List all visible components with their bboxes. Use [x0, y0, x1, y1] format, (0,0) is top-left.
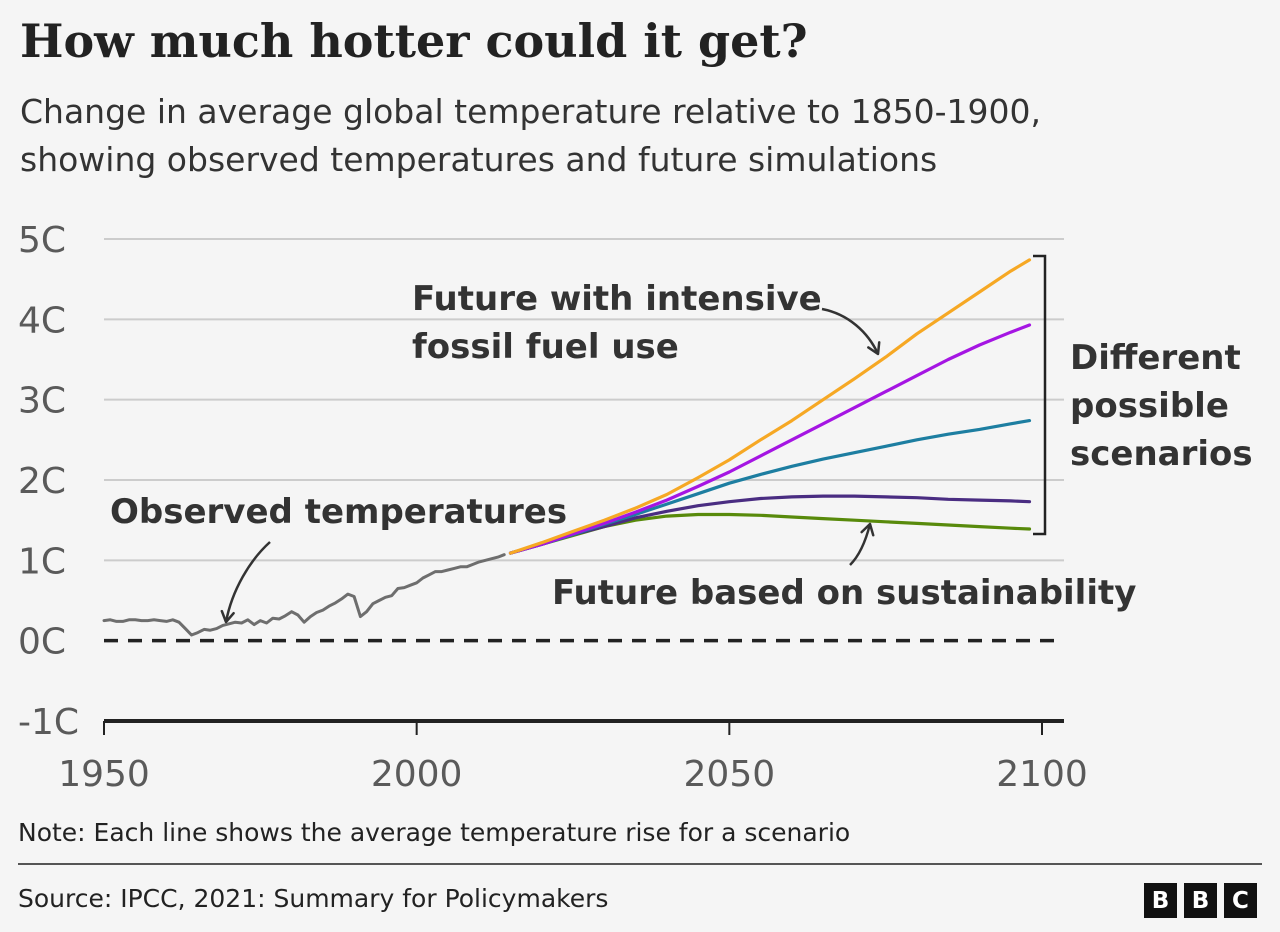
series-line-low	[508, 494, 1032, 555]
label-intensive-fossil-fuel-line: fossil fuel use	[412, 327, 679, 367]
temperature-chart: -1C 0C 1C 2C 3C 4C 5C 1950 2000 2050 2100 Observed…	[18, 220, 1253, 795]
y-tick-label: 5C	[18, 220, 66, 261]
label-observed-temperatures: Observed temperatures	[110, 492, 567, 532]
series-line-intermediate	[508, 419, 1032, 555]
bbc-logo-letter-2: B	[1184, 883, 1217, 918]
bbc-logo: B B C	[1144, 883, 1257, 918]
y-tick-label: 4C	[18, 300, 66, 341]
x-tick-label: 2000	[371, 754, 463, 795]
y-tick-label: 0C	[18, 622, 66, 663]
subtitle-line-2: showing observed temperatures and future…	[20, 140, 938, 179]
arrow-sustainability-curve	[849, 523, 872, 566]
series-line-high	[508, 323, 1032, 555]
bbc-logo-letter-1: B	[1144, 883, 1177, 918]
arrow-intensive-curve	[821, 307, 880, 355]
series-line-intensive-fossil	[508, 258, 1032, 555]
x-tick-label: 2050	[684, 754, 776, 795]
series-line-observed	[102, 553, 506, 637]
x-tick-label: 2100	[996, 754, 1088, 795]
arrow-sustainability-head	[860, 522, 875, 537]
y-tick-label: 3C	[18, 381, 66, 422]
series-lines	[102, 258, 1032, 637]
arrow-observed-curve	[224, 541, 271, 623]
axes: -1C 0C 1C 2C 3C 4C 5C 1950 2000 2050 2100	[18, 220, 1088, 795]
footer-divider	[18, 863, 1262, 865]
arrow-observed-head	[220, 609, 235, 624]
y-tick-label: 2C	[18, 461, 66, 502]
scenarios-bracket	[1033, 254, 1047, 536]
label-different-scenarios-line: Different	[1070, 338, 1241, 378]
label-different-scenarios: Different possible scenarios	[1070, 338, 1253, 474]
label-observed-temperatures-line: Observed temperatures	[110, 492, 567, 532]
chart-title: How much hotter could it get?	[20, 14, 808, 68]
grid-lines	[104, 238, 1064, 562]
source-text: Source: IPCC, 2021: Summary for Policyma…	[18, 884, 609, 913]
label-different-scenarios-line: possible	[1070, 386, 1229, 426]
label-sustainability-line: Future based on sustainability	[552, 573, 1136, 613]
label-intensive-fossil-fuel-line: Future with intensive	[412, 279, 822, 319]
label-intensive-fossil-fuel: Future with intensive fossil fuel use	[412, 279, 822, 367]
label-different-scenarios-line: scenarios	[1070, 434, 1253, 474]
annotations: Observed temperatures Future with intensi…	[110, 254, 1253, 624]
series-line-sustainability	[508, 512, 1032, 555]
subtitle-line-1: Change in average global temperature rel…	[20, 92, 1041, 131]
label-sustainability: Future based on sustainability	[552, 573, 1136, 613]
chart-note: Note: Each line shows the average temper…	[18, 818, 851, 847]
y-tick-label: -1C	[18, 702, 79, 743]
arrow-intensive-head	[867, 341, 881, 356]
bbc-logo-letter-3: C	[1224, 883, 1257, 918]
y-tick-label: 1C	[18, 541, 66, 582]
x-tick-label: 1950	[58, 754, 150, 795]
chart-subtitle: Change in average global temperature rel…	[20, 88, 1275, 184]
